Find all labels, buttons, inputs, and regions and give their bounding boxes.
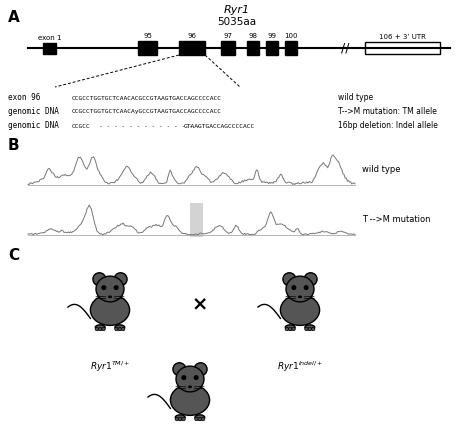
Circle shape xyxy=(305,327,308,331)
Ellipse shape xyxy=(298,296,302,298)
Ellipse shape xyxy=(115,325,125,330)
Text: genomic DNA: genomic DNA xyxy=(8,107,59,117)
Circle shape xyxy=(121,327,125,331)
Text: wild type: wild type xyxy=(338,93,373,102)
Text: exon 96: exon 96 xyxy=(8,93,40,102)
Bar xyxy=(266,41,278,55)
Bar xyxy=(138,41,157,55)
Text: //: // xyxy=(341,42,349,54)
Ellipse shape xyxy=(285,325,295,330)
Bar xyxy=(221,41,235,55)
Circle shape xyxy=(194,363,207,376)
Circle shape xyxy=(198,417,201,421)
Bar xyxy=(247,41,259,55)
Text: A: A xyxy=(8,10,20,25)
Circle shape xyxy=(182,375,186,380)
Text: genomic DNA: genomic DNA xyxy=(8,121,59,131)
Ellipse shape xyxy=(286,276,314,302)
Bar xyxy=(44,42,56,53)
Ellipse shape xyxy=(91,295,129,325)
Text: 100: 100 xyxy=(284,33,298,39)
Circle shape xyxy=(283,273,296,286)
Circle shape xyxy=(304,273,317,286)
Ellipse shape xyxy=(108,296,112,298)
Circle shape xyxy=(114,273,127,286)
Text: wild type: wild type xyxy=(362,166,401,174)
Text: T -->M mutation: T -->M mutation xyxy=(362,215,430,225)
Text: 95: 95 xyxy=(144,33,153,39)
Circle shape xyxy=(95,327,99,331)
Text: 97: 97 xyxy=(224,33,233,39)
Text: T-->M mutation: TM allele: T-->M mutation: TM allele xyxy=(338,107,437,117)
Text: CCGCCTGGTGCTCAACACGCCGTAAGTGACCAGCCCCACC: CCGCCTGGTGCTCAACACGCCGTAAGTGACCAGCCCCACC xyxy=(72,95,222,100)
Circle shape xyxy=(311,327,315,331)
Text: 99: 99 xyxy=(267,33,276,39)
Text: 16bp deletion: Indel allele: 16bp deletion: Indel allele xyxy=(338,121,438,131)
Text: 96: 96 xyxy=(188,33,197,39)
Text: C: C xyxy=(8,248,19,263)
Ellipse shape xyxy=(281,295,319,325)
Ellipse shape xyxy=(95,325,105,330)
Circle shape xyxy=(93,273,106,286)
Circle shape xyxy=(195,417,198,421)
Ellipse shape xyxy=(175,415,185,420)
Circle shape xyxy=(101,285,106,290)
Circle shape xyxy=(179,417,182,421)
Circle shape xyxy=(285,327,289,331)
Circle shape xyxy=(102,327,105,331)
Bar xyxy=(365,42,440,54)
Text: 106 + 3’ UTR: 106 + 3’ UTR xyxy=(379,34,426,40)
Bar xyxy=(179,41,205,55)
Text: 5035aa: 5035aa xyxy=(218,17,256,27)
Ellipse shape xyxy=(305,325,315,330)
Text: B: B xyxy=(8,138,19,153)
Circle shape xyxy=(99,327,102,331)
Circle shape xyxy=(182,417,185,421)
Circle shape xyxy=(114,285,118,290)
Ellipse shape xyxy=(170,385,210,415)
Circle shape xyxy=(115,327,118,331)
Text: CCGCC: CCGCC xyxy=(72,124,91,128)
Text: $\it{Ryr1}$$^{Indel/+}$: $\it{Ryr1}$$^{Indel/+}$ xyxy=(277,360,323,374)
Circle shape xyxy=(292,285,296,290)
Text: Ryr1: Ryr1 xyxy=(224,5,250,15)
Circle shape xyxy=(289,327,292,331)
Text: GTAAGTGACCAGCCCCACC: GTAAGTGACCAGCCCCACC xyxy=(184,124,255,128)
Ellipse shape xyxy=(96,276,124,302)
Bar xyxy=(190,203,203,237)
Text: exon 1: exon 1 xyxy=(38,35,62,40)
Circle shape xyxy=(292,327,295,331)
Circle shape xyxy=(118,327,121,331)
Ellipse shape xyxy=(176,366,204,392)
Circle shape xyxy=(201,417,205,421)
Text: - - - - - - - - - - - - - -: - - - - - - - - - - - - - - xyxy=(99,124,204,128)
Text: CCGCCTGGTGCTCAACАyGCCGTAAGTGACCAGCCCCACC: CCGCCTGGTGCTCAACАyGCCGTAAGTGACCAGCCCCACC xyxy=(72,110,222,114)
Circle shape xyxy=(173,363,186,376)
Text: 98: 98 xyxy=(248,33,257,39)
Text: $\it{Ryr1}$$^{TM/+}$: $\it{Ryr1}$$^{TM/+}$ xyxy=(90,360,130,374)
Bar xyxy=(285,41,297,55)
Circle shape xyxy=(175,417,179,421)
Text: ×: × xyxy=(192,296,208,314)
Circle shape xyxy=(304,285,309,290)
Circle shape xyxy=(308,327,311,331)
Ellipse shape xyxy=(188,385,192,388)
Circle shape xyxy=(194,375,199,380)
Ellipse shape xyxy=(195,415,205,420)
